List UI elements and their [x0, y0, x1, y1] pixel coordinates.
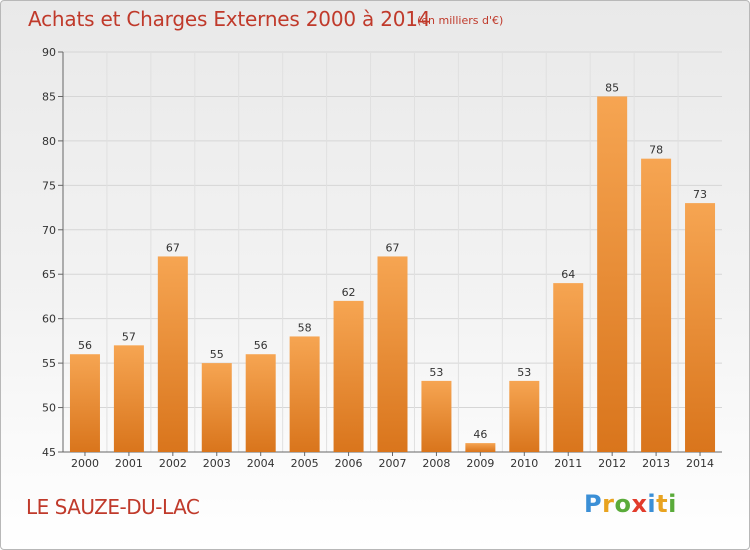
- x-tick-label: 2003: [203, 457, 231, 470]
- value-label: 56: [254, 339, 268, 352]
- x-tick-label: 2004: [247, 457, 275, 470]
- bar: [377, 256, 408, 452]
- x-tick-label: 2008: [422, 457, 450, 470]
- logo-letter: i: [668, 490, 677, 518]
- value-label: 78: [649, 144, 663, 157]
- x-tick-label: 2013: [642, 457, 670, 470]
- bar: [333, 300, 364, 452]
- logo-letter: t: [656, 490, 669, 518]
- y-tick-label: 60: [42, 313, 56, 326]
- bar: [509, 380, 540, 452]
- chart-title: Achats et Charges Externes 2000 à 2014: [28, 7, 431, 31]
- bar: [685, 203, 716, 452]
- x-tick-label: 2002: [159, 457, 187, 470]
- y-tick-label: 50: [42, 402, 56, 415]
- x-tick-label: 2000: [71, 457, 99, 470]
- value-label: 56: [78, 339, 92, 352]
- chart-unit-note: (en milliers d'€): [417, 14, 504, 27]
- value-label: 67: [386, 241, 400, 254]
- y-tick-label: 55: [42, 357, 56, 370]
- y-tick-label: 85: [42, 90, 56, 103]
- logo-letter: i: [647, 490, 657, 518]
- bar: [245, 354, 276, 452]
- x-tick-label: 2001: [115, 457, 143, 470]
- x-tick-label: 2011: [554, 457, 582, 470]
- y-tick-label: 70: [42, 224, 56, 237]
- y-tick-label: 80: [42, 135, 56, 148]
- value-label: 62: [342, 286, 356, 299]
- x-tick-label: 2010: [510, 457, 538, 470]
- value-label: 58: [298, 321, 312, 334]
- value-label: 57: [122, 330, 136, 343]
- x-tick-label: 2014: [686, 457, 714, 470]
- x-tick-label: 2006: [335, 457, 363, 470]
- value-label: 85: [605, 81, 619, 94]
- bar: [201, 363, 232, 452]
- logo-letter: x: [631, 490, 648, 518]
- bar: [157, 256, 188, 452]
- y-tick-label: 75: [42, 179, 56, 192]
- proxiti-logo: Proxiti: [584, 490, 677, 518]
- bar: [465, 443, 496, 452]
- logo-letter: P: [584, 490, 603, 518]
- bar: [421, 380, 452, 452]
- y-tick-label: 90: [42, 46, 56, 59]
- labels: 56 2000 57 2001 67 2002 55 2003 56 2004 58 2005 62 20…: [71, 81, 714, 470]
- x-tick-label: 2007: [379, 457, 407, 470]
- value-label: 67: [166, 241, 180, 254]
- logo-letter: r: [602, 490, 615, 518]
- bar: [553, 283, 584, 452]
- bar: [113, 345, 144, 452]
- value-label: 46: [473, 428, 487, 441]
- bar: [289, 336, 320, 452]
- town-name: LE SAUZE-DU-LAC: [26, 495, 200, 519]
- value-label: 55: [210, 348, 224, 361]
- value-label: 64: [561, 268, 575, 281]
- logo-letter: o: [614, 490, 632, 518]
- value-label: 73: [693, 188, 707, 201]
- value-label: 53: [517, 366, 531, 379]
- bar: [69, 354, 100, 452]
- bars: [69, 96, 716, 452]
- bar: [597, 96, 628, 452]
- y-tick-label: 45: [42, 446, 56, 459]
- x-tick-label: 2009: [466, 457, 494, 470]
- x-tick-label: 2005: [291, 457, 319, 470]
- value-label: 53: [429, 366, 443, 379]
- y-tick-label: 65: [42, 268, 56, 281]
- x-tick-label: 2012: [598, 457, 626, 470]
- bar: [641, 158, 672, 452]
